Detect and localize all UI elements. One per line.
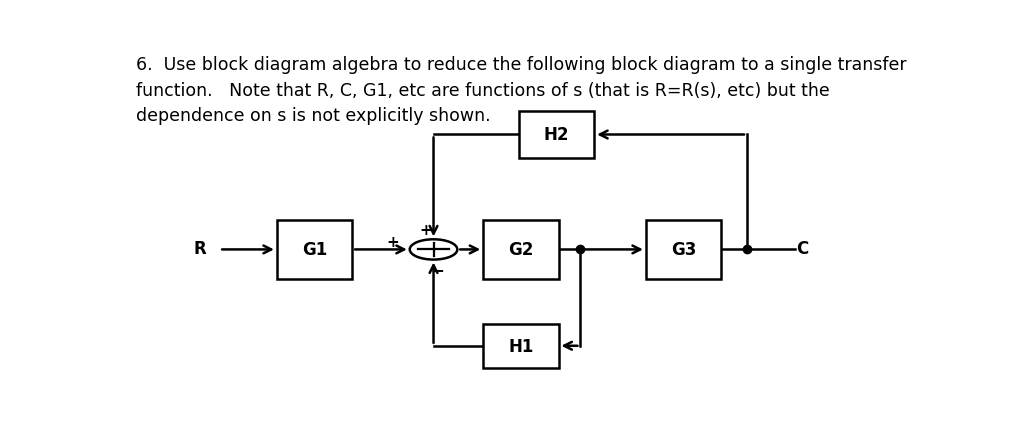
Circle shape (410, 240, 458, 260)
Text: 6.  Use block diagram algebra to reduce the following block diagram to a single : 6. Use block diagram algebra to reduce t… (136, 56, 906, 125)
Bar (519, 112, 594, 159)
Text: H1: H1 (508, 337, 534, 355)
Text: G1: G1 (302, 241, 327, 259)
Text: +: + (386, 235, 398, 250)
Bar (483, 220, 558, 279)
Text: R: R (194, 239, 206, 257)
Text: C: C (797, 239, 809, 257)
Text: +: + (419, 223, 432, 238)
Text: H2: H2 (544, 126, 569, 144)
Bar (646, 220, 721, 279)
Bar (276, 220, 352, 279)
Bar (483, 324, 558, 368)
Text: G2: G2 (508, 241, 534, 259)
Text: −: − (430, 261, 444, 279)
Text: G3: G3 (671, 241, 696, 259)
